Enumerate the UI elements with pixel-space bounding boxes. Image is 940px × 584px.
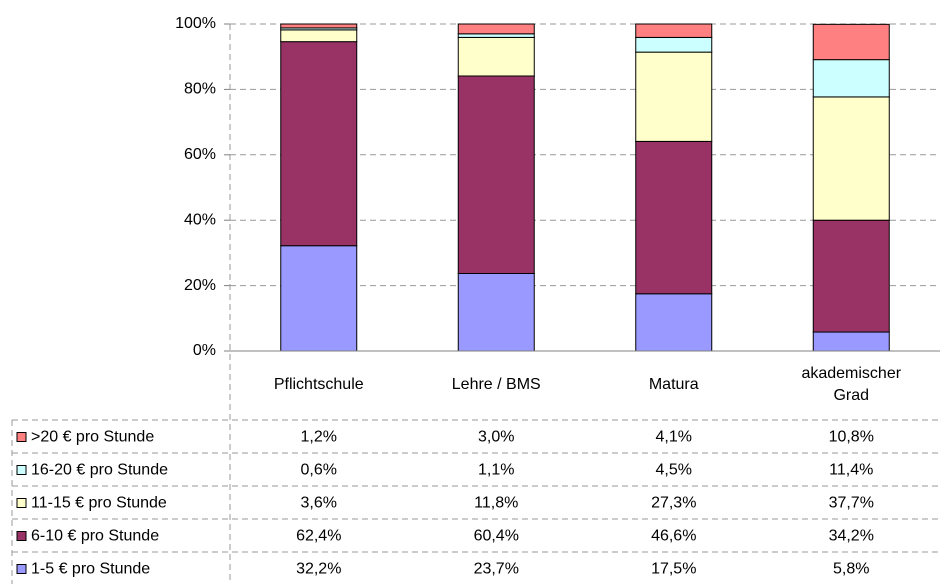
bar-segment [457,23,535,35]
bar-segment [280,23,358,29]
legend-key [16,564,27,574]
legend-key [16,432,27,442]
table-cell: 1,1% [478,462,514,479]
y-tick-label: 100% [175,15,216,32]
y-tick-label: 60% [184,146,216,163]
bar-segment [457,36,535,77]
table-cell: 17,5% [651,561,696,578]
table-cell: 3,6% [301,495,337,512]
legend-label: 1-5 € pro Stunde [31,561,150,578]
bar-segment [457,33,535,38]
table-cell: 60,4% [474,528,519,545]
x-tick-label: Matura [648,376,699,393]
bar-segment [635,293,713,352]
bar-segment [635,23,713,38]
legend-key [16,465,27,475]
legend-key [16,498,27,508]
y-tick-label: 80% [184,81,216,98]
table-cell: 46,6% [651,528,696,545]
x-tick-label: Lehre / BMS [451,376,541,393]
x-tick-label: Pflichtschule [273,376,364,393]
table-cell: 10,8% [829,429,874,446]
bar-segment [280,41,358,247]
table-cell: 3,0% [478,429,514,446]
bar-segment [457,273,535,352]
bar-segment [812,96,890,221]
legend-label: 16-20 € pro Stunde [31,462,168,479]
table-cell: 34,2% [829,528,874,545]
table-cell: 62,4% [296,528,341,545]
legend-label: 6-10 € pro Stunde [31,528,159,545]
table-cell: 5,8% [833,561,869,578]
legend-label: 11-15 € pro Stunde [31,495,167,512]
bar-segment [457,75,535,275]
table-cell: 37,7% [829,495,874,512]
table-cell: 23,7% [474,561,519,578]
table-cell: 4,5% [656,462,692,479]
x-tick-label: akademischer Grad [801,365,902,404]
table-cell: 0,6% [301,462,337,479]
bar-segment [812,219,890,333]
table-cell: 27,3% [651,495,696,512]
bar-segment [280,29,358,43]
bar-segment [635,140,713,295]
bar-segment [635,51,713,142]
table-cell: 32,2% [296,561,341,578]
y-tick-label: 20% [184,277,216,294]
bar-segment [280,245,358,352]
table-cell: 4,1% [656,429,692,446]
bar-segment [812,59,890,98]
table-cell: 1,2% [301,429,337,446]
y-tick-label: 0% [193,342,216,359]
bar-segment [635,36,713,53]
table-cell: 11,4% [829,462,873,479]
legend-label: >20 € pro Stunde [31,429,154,446]
bar-segment [812,23,890,61]
legend-key [16,531,27,541]
bar-segment [812,331,890,352]
y-tick-label: 40% [184,211,216,228]
table-cell: 11,8% [474,495,518,512]
